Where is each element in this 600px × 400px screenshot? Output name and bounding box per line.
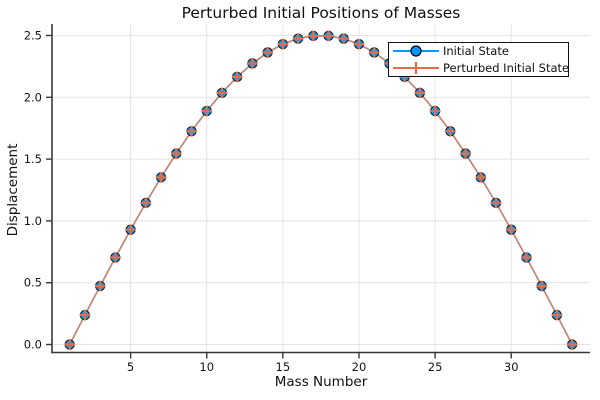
perturbed-state-marker xyxy=(247,58,258,69)
perturbed-state-marker xyxy=(368,47,380,58)
perturbed-state-marker xyxy=(414,87,426,99)
y-tick-label: 2.5 xyxy=(24,29,42,43)
legend-circle-icon xyxy=(410,45,422,57)
perturbed-state-line xyxy=(68,35,573,345)
initial-state-line xyxy=(69,35,573,345)
y-tick-label: 1.5 xyxy=(24,152,42,166)
x-tick-label: 10 xyxy=(199,360,214,374)
perturbed-state-marker xyxy=(323,30,334,42)
perturbed-state-marker xyxy=(292,33,304,44)
perturbed-state-marker xyxy=(125,224,136,235)
x-axis-label: Mass Number xyxy=(274,374,368,390)
perturbed-state-marker xyxy=(353,38,365,50)
perturbed-state-marker xyxy=(155,172,167,183)
perturbed-state-marker xyxy=(201,105,213,117)
y-tick-label: 0.5 xyxy=(24,276,42,290)
perturbed-state-marker xyxy=(338,33,350,44)
perturbed-state-marker xyxy=(277,38,289,50)
perturbed-state-marker xyxy=(186,125,197,137)
perturbed-state-marker xyxy=(505,224,517,235)
perturbed-state-marker xyxy=(64,339,75,350)
legend-label: Initial State xyxy=(443,44,509,58)
perturbed-state-marker xyxy=(308,30,319,42)
perturbed-state-marker xyxy=(445,125,456,137)
perturbed-state-marker xyxy=(110,252,121,263)
perturbed-state-marker xyxy=(262,47,273,58)
legend: Initial State Perturbed Initial State xyxy=(388,42,569,77)
perturbed-state-marker xyxy=(231,71,243,83)
perturbed-state-marker xyxy=(460,148,471,159)
perturbed-state-marker xyxy=(170,148,182,159)
perturbed-state-marker xyxy=(490,197,502,209)
legend-entry-initial-state: Initial State xyxy=(389,43,568,59)
x-tick-label: 20 xyxy=(352,360,367,374)
y-tick-label: 1.0 xyxy=(24,214,42,228)
x-tick-label: 30 xyxy=(504,360,519,374)
y-tick-label: 2.0 xyxy=(24,90,42,104)
perturbed-state-marker xyxy=(536,280,547,292)
chart-title: Perturbed Initial Positions of Masses xyxy=(181,4,461,22)
legend-cross-marker-icon xyxy=(393,62,439,74)
perturbed-state-marker xyxy=(94,280,106,292)
perturbed-state-marker xyxy=(79,309,91,321)
x-tick-label: 15 xyxy=(276,360,291,374)
legend-label: Perturbed Initial State xyxy=(443,61,570,75)
x-tick-label: 5 xyxy=(127,360,134,374)
legend-entry-perturbed-state: Perturbed Initial State xyxy=(389,60,570,76)
perturbed-state-marker xyxy=(475,172,487,183)
x-tick-label: 25 xyxy=(428,360,443,374)
perturbed-state-marker xyxy=(140,197,152,209)
perturbed-state-marker xyxy=(551,309,563,321)
perturbed-state-marker xyxy=(566,339,578,350)
perturbed-state-marker xyxy=(216,87,228,99)
perturbed-state-marker xyxy=(429,105,441,117)
legend-circle-marker-icon xyxy=(393,45,439,57)
perturbed-state-marker xyxy=(521,252,532,263)
y-tick-label: 0.0 xyxy=(24,338,42,352)
